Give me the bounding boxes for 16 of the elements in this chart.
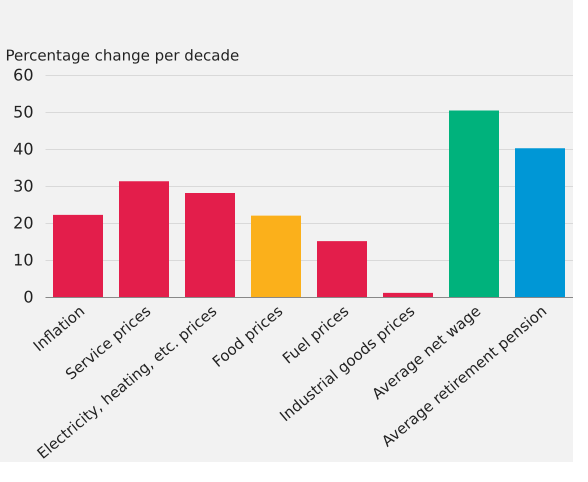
y-tick-label: 10 bbox=[13, 250, 34, 270]
bar bbox=[53, 214, 103, 297]
y-tick-label: 20 bbox=[13, 214, 34, 232]
bar bbox=[185, 193, 235, 297]
y-axis-title: Percentage change per decade bbox=[6, 46, 240, 64]
y-tick-label: 30 bbox=[13, 176, 34, 196]
bar bbox=[515, 148, 565, 297]
y-tick-label: 50 bbox=[13, 102, 34, 122]
bar bbox=[317, 241, 367, 297]
bar bbox=[383, 292, 433, 297]
y-tick-label: 0 bbox=[23, 288, 34, 306]
y-tick-label: 40 bbox=[13, 140, 34, 158]
bar bbox=[449, 110, 499, 297]
bar bbox=[119, 181, 169, 297]
bar bbox=[251, 216, 301, 297]
y-tick-label: 60 bbox=[13, 66, 34, 84]
